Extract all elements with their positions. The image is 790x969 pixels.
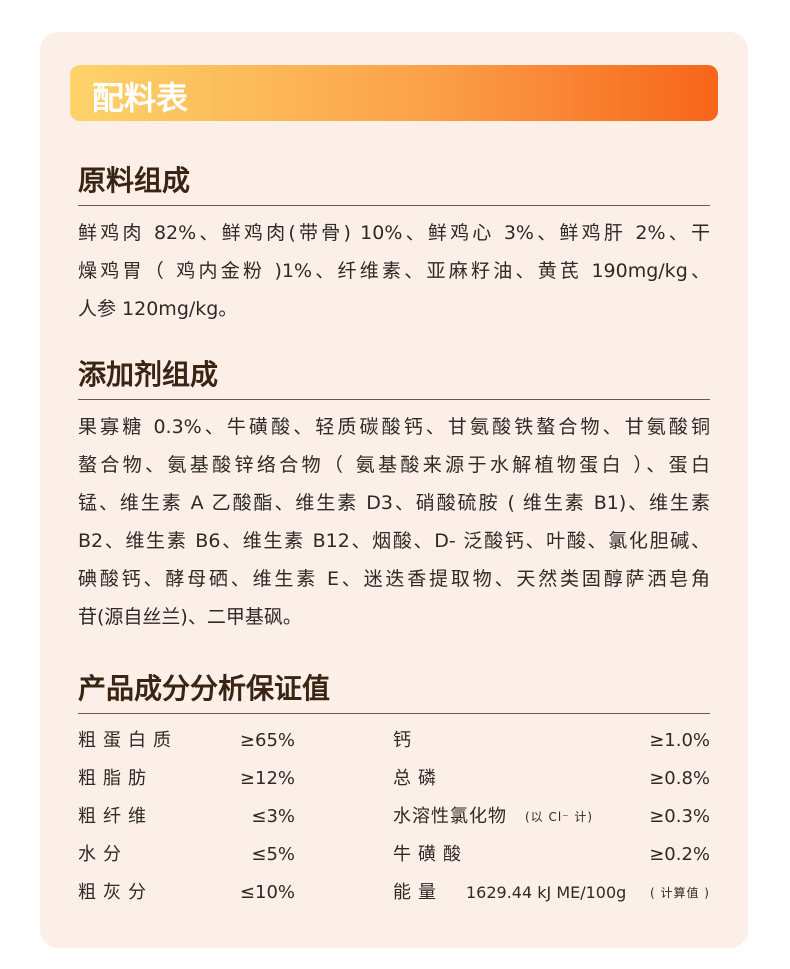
item-name: 牛磺酸 <box>393 844 468 865</box>
item-value: ≥0.3% <box>649 806 710 827</box>
item-value: ≥1.0% <box>649 730 710 751</box>
text-line: 苷(源自丝兰)、二甲基砜。 <box>78 606 302 628</box>
table-row: 粗蛋白质 ≥65% 钙 ≥1.0% <box>78 722 710 760</box>
table-row: 粗脂肪 ≥12% 总磷 ≥0.8% <box>78 760 710 798</box>
title: 配料表 <box>92 79 189 117</box>
item-value: ≥65% <box>239 730 295 751</box>
card: 配料表 原料组成鲜鸡肉 82%、鲜鸡肉(带骨) 10%、鲜鸡心 3%、鲜鸡肝 2… <box>40 32 748 948</box>
item-value: ≤10% <box>239 882 295 903</box>
text-line: 碘酸钙、酵母硒、维生素 E、迷迭香提取物、天然类固醇萨洒皂角 <box>78 568 710 590</box>
item-name: 粗蛋白质 <box>78 730 178 751</box>
table-row: 粗灰分 ≤10% 能量 1629.44 kJ ME/100g ( 计算值 ) <box>78 874 710 912</box>
item-value: 1629.44 kJ ME/100g <box>466 883 627 902</box>
item-value: ≥0.2% <box>649 844 710 865</box>
text-line: 锰、维生素 A 乙酸酯、维生素 D3、硝酸硫胺 ( 维生素 B1)、维生素 <box>78 492 710 514</box>
item-name: 粗脂肪 <box>78 768 153 789</box>
item-value: ≤5% <box>251 844 295 865</box>
text-line: 螯合物、氨基酸锌络合物（ 氨基酸来源于水解植物蛋白 ）、蛋白 <box>78 454 710 476</box>
analysis: 产品成分分析保证值 粗蛋白质 ≥65% 钙 ≥1.0% 粗脂肪 ≥12% 总磷 ≥0.8% 粗纤… <box>78 667 710 912</box>
item-name: 总磷 <box>393 768 443 789</box>
item-note: (以 Cl⁻ 计) <box>525 810 594 824</box>
text-line: 鲜鸡肉 82%、鲜鸡肉(带骨) 10%、鲜鸡心 3%、鲜鸡肝 2%、干 <box>78 222 710 244</box>
text-line: 燥鸡胃（ 鸡内金粉 )1%、纤维素、亚麻籽油、黄芪 190mg/kg、 <box>78 260 710 282</box>
item-name: 钙 <box>393 730 418 751</box>
item-value: ≤3% <box>251 806 295 827</box>
table-row: 粗纤维 ≤3% 水溶性氯化物 (以 Cl⁻ 计) ≥0.3% <box>78 798 710 836</box>
item-value: ≥0.8% <box>649 768 710 789</box>
text-line: 人参 120mg/kg。 <box>78 298 238 320</box>
item-name: 粗灰分 <box>78 882 153 903</box>
title-bar: 配料表 <box>70 65 718 121</box>
section-heading: 添加剂组成 <box>78 353 710 400</box>
section: 添加剂组成果寡糖 0.3%、牛磺酸、轻质碳酸钙、甘氨酸铁螯合物、甘氨酸铜 螯合物、… <box>78 353 710 636</box>
item-name: 水溶性氯化物 <box>393 806 507 827</box>
section: 原料组成鲜鸡肉 82%、鲜鸡肉(带骨) 10%、鲜鸡心 3%、鲜鸡肝 2%、干燥… <box>78 159 710 328</box>
table-row: 水分 ≤5% 牛磺酸 ≥0.2% <box>78 836 710 874</box>
text-line: 果寡糖 0.3%、牛磺酸、轻质碳酸钙、甘氨酸铁螯合物、甘氨酸铜 <box>78 416 710 438</box>
item-note: ( 计算值 ) <box>650 886 710 900</box>
section-heading: 原料组成 <box>78 159 710 206</box>
analysis-table: 粗蛋白质 ≥65% 钙 ≥1.0% 粗脂肪 ≥12% 总磷 ≥0.8% 粗纤维 ≤3% 水溶性氯化物… <box>78 722 710 912</box>
item-name: 粗纤维 <box>78 806 153 827</box>
item-name: 水分 <box>78 844 128 865</box>
section-heading: 产品成分分析保证值 <box>78 667 710 714</box>
text-line: B2、维生素 B6、维生素 B12、烟酸、D- 泛酸钙、叶酸、氯化胆碱、 <box>78 530 710 552</box>
item-value: ≥12% <box>239 768 295 789</box>
item-name: 能量 <box>393 882 443 903</box>
